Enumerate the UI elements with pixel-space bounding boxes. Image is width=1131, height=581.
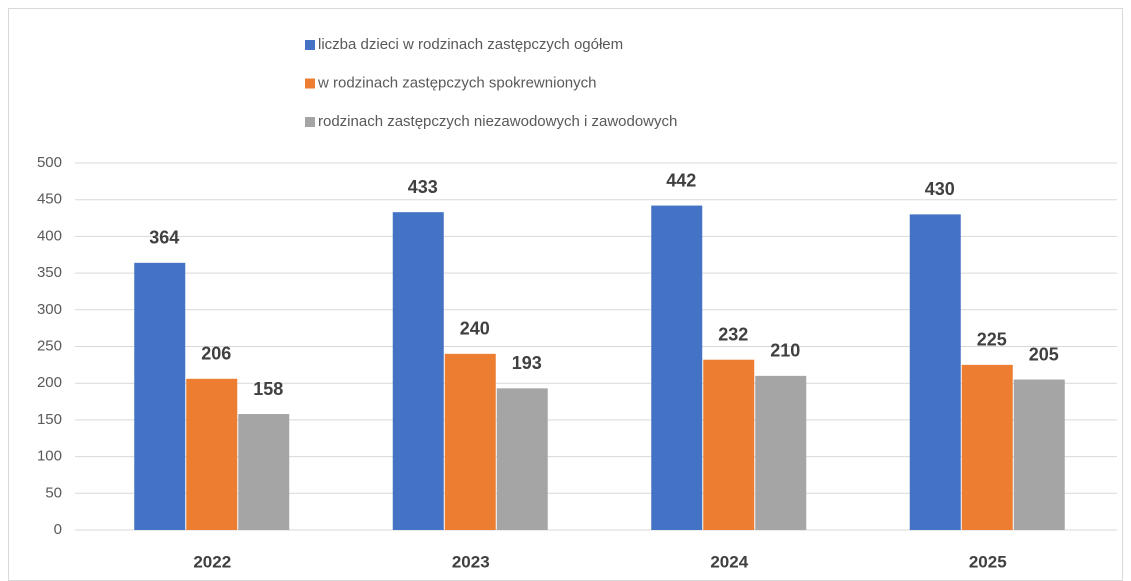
- bar: [755, 375, 807, 530]
- bar: [496, 388, 548, 530]
- legend-label: rodzinach zastępczych niezawodowych i za…: [318, 113, 677, 130]
- x-tick-label: 2022: [193, 552, 231, 571]
- data-label: 206: [201, 344, 231, 364]
- data-label: 205: [1029, 344, 1059, 364]
- y-tick-label: 100: [37, 448, 62, 465]
- bar: [392, 212, 444, 531]
- bar: [909, 214, 961, 530]
- bar: [961, 364, 1013, 530]
- data-label: 193: [512, 353, 542, 373]
- x-tick-label: 2023: [452, 552, 490, 571]
- data-label: 232: [718, 324, 748, 344]
- data-label: 225: [977, 330, 1007, 350]
- bar: [444, 353, 496, 530]
- bar: [651, 205, 703, 530]
- data-label: 433: [408, 177, 438, 197]
- data-label: 158: [253, 379, 283, 399]
- y-tick-label: 350: [37, 264, 62, 281]
- legend-label: w rodzinach zastępczych spokrewnionych: [317, 74, 596, 91]
- data-label: 240: [460, 319, 490, 339]
- legend-swatch: [305, 78, 315, 89]
- legend-swatch: [305, 117, 315, 127]
- y-tick-label: 50: [45, 484, 62, 501]
- y-tick-label: 500: [37, 154, 62, 171]
- y-tick-label: 450: [37, 191, 62, 208]
- y-tick-label: 400: [37, 227, 62, 244]
- y-tick-label: 250: [37, 337, 62, 354]
- y-tick-label: 150: [37, 411, 62, 428]
- bar: [238, 414, 290, 530]
- legend-label: liczba dzieci w rodzinach zastępczych og…: [318, 36, 623, 53]
- bar: [703, 359, 755, 530]
- data-label: 442: [666, 170, 696, 190]
- y-tick-label: 200: [37, 374, 62, 391]
- y-tick-label: 300: [37, 301, 62, 318]
- data-label: 364: [149, 228, 179, 248]
- data-label: 430: [925, 179, 955, 199]
- data-label: 210: [770, 341, 800, 361]
- bar: [1013, 379, 1065, 530]
- bar: [186, 378, 238, 530]
- x-tick-label: 2025: [969, 552, 1007, 571]
- y-tick-label: 0: [54, 521, 62, 538]
- legend-swatch: [305, 40, 315, 50]
- bar: [134, 262, 186, 530]
- x-tick-label: 2024: [710, 552, 748, 571]
